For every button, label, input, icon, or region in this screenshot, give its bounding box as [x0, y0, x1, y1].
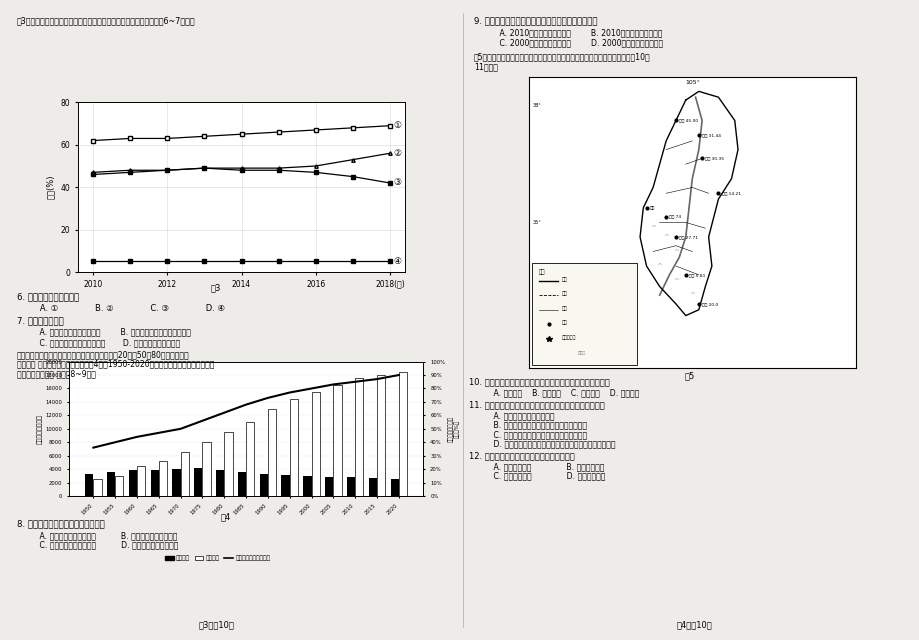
Text: 图3为浙江省三次产业产値比重与城镇人口比重变化统计图。据此完戀6~7小题。: 图3为浙江省三次产业产値比重与城镇人口比重变化统计图。据此完戀6~7小题。 — [17, 16, 195, 25]
Text: 河流: 河流 — [561, 276, 567, 282]
Bar — [355, 378, 363, 496]
Text: ④: ④ — [393, 257, 402, 266]
Text: 县界: 县界 — [561, 306, 567, 311]
Text: 图4: 图4 — [220, 512, 231, 521]
Text: A. 第二产业的产値不断下降        B. 城镇化率与第二产业变化同步: A. 第二产业的产値不断下降 B. 城镇化率与第二产业变化同步 — [32, 328, 191, 337]
Y-axis label: 比重(%): 比重(%) — [46, 175, 55, 200]
Y-axis label: 人口数量（万人）: 人口数量（万人） — [37, 414, 42, 444]
Text: 35°: 35° — [532, 220, 540, 225]
Bar — [289, 399, 298, 496]
Text: 7. 图示期间浙江省: 7. 图示期间浙江省 — [17, 316, 63, 325]
Bar — [107, 472, 115, 496]
FancyBboxPatch shape — [532, 263, 636, 365]
Text: ^: ^ — [650, 225, 655, 231]
Text: 内蒙古: 内蒙古 — [577, 351, 584, 355]
Text: 隆德 20.0: 隆德 20.0 — [701, 302, 718, 306]
Text: C. 增加外援交通              D. 加大矿产开采: C. 增加外援交通 D. 加大矿产开采 — [485, 472, 605, 481]
Text: C. 2000年城市就业机会减少        D. 2000年城市居住环境改善: C. 2000年城市就业机会减少 D. 2000年城市居住环境改善 — [492, 38, 663, 47]
Text: 省界: 省界 — [561, 291, 567, 296]
Bar — [267, 408, 276, 496]
Bar — [237, 472, 246, 496]
Bar — [129, 470, 137, 496]
Text: A. 2010年农村基础设施完善        B. 2010年农村生态环境改善: A. 2010年农村基础设施完善 B. 2010年农村生态环境改善 — [492, 28, 662, 37]
Bar — [246, 422, 255, 496]
Text: A. 矿产资源    B. 淡水资源    C. 地形地势    D. 科技水平: A. 矿产资源 B. 淡水资源 C. 地形地势 D. 科技水平 — [485, 388, 639, 397]
Text: A. 放宽生育政策，鼓励生育: A. 放宽生育政策，鼓励生育 — [485, 411, 553, 420]
Bar — [137, 466, 145, 496]
Text: 图3: 图3 — [210, 284, 221, 292]
Text: 现了由农 业社会向城市化的转型。图4示意1950-2020年巴西乡村和城市人口数量以及: 现了由农 业社会向城市化的转型。图4示意1950-2020年巴西乡村和城市人口数… — [17, 360, 214, 369]
Text: ^: ^ — [673, 248, 678, 255]
Bar — [115, 476, 123, 496]
Text: D. 提高水资源利用率，同时向宁夏北部地区迁出部分人口: D. 提高水资源利用率，同时向宁夏北部地区迁出部分人口 — [485, 440, 615, 449]
Text: 银川 31.44: 银川 31.44 — [701, 133, 720, 137]
Text: A. 人口增速乡村高于城市          B. 人口增速城市高于乡村: A. 人口增速乡村高于城市 B. 人口增速城市高于乡村 — [32, 531, 177, 540]
Text: 11小题。: 11小题。 — [473, 62, 497, 71]
Bar — [281, 475, 289, 496]
Bar — [202, 442, 210, 496]
Text: 11. 宁夏南部地区今后一段时间关于人口发展的正确做法是: 11. 宁夏南部地区今后一段时间关于人口发展的正确做法是 — [469, 400, 605, 409]
Bar — [377, 375, 385, 496]
Text: 固原 5.81: 固原 5.81 — [688, 273, 705, 277]
Text: 城市: 城市 — [561, 321, 567, 325]
Text: A. 扩大耕地面积              B. 增加牲畜数量: A. 扩大耕地面积 B. 增加牲畜数量 — [485, 462, 604, 471]
Text: 9. 巴西城市化速度发生明显变化的年份及原因可能是: 9. 巴西城市化速度发生明显变化的年份及原因可能是 — [473, 16, 596, 25]
Legend: 乡村人口, 城市人口, 城市人口占总人口比重: 乡村人口, 城市人口, 城市人口占总人口比重 — [163, 553, 273, 563]
Text: ^: ^ — [673, 278, 678, 284]
Text: 12. 下列措施可以扩大该地环境人口容量的是: 12. 下列措施可以扩大该地环境人口容量的是 — [469, 451, 574, 460]
Bar — [194, 468, 202, 496]
Text: 巴西是发展中国家中较早实现城市化的国家之一。20世纪50至80年代，巴西实: 巴西是发展中国家中较早实现城市化的国家之一。20世纪50至80年代，巴西实 — [17, 350, 189, 359]
Text: 贺兰 45.00: 贺兰 45.00 — [678, 118, 698, 122]
Bar — [303, 476, 312, 496]
Bar — [180, 452, 188, 496]
Text: 灵武 14.21: 灵武 14.21 — [720, 191, 740, 195]
Text: 第3页共10页: 第3页共10页 — [199, 621, 233, 630]
Text: C. 农村人口数量不断减少          D. 城市人口先减少后增加: C. 农村人口数量不断减少 D. 城市人口先减少后增加 — [32, 541, 178, 550]
Bar — [85, 474, 94, 496]
Text: ^: ^ — [663, 234, 668, 240]
Bar — [224, 432, 233, 496]
Text: 图5: 图5 — [684, 371, 695, 380]
Text: C. 墅荒拍耕，向宁夏东部地区迁出部分人口: C. 墅荒拍耕，向宁夏东部地区迁出部分人口 — [485, 430, 586, 439]
Text: 海原 27.71: 海原 27.71 — [678, 235, 698, 239]
Bar — [172, 469, 180, 496]
Bar — [333, 385, 341, 496]
Text: 105°: 105° — [684, 80, 699, 84]
Text: 永宁 30.35: 永宁 30.35 — [705, 156, 723, 161]
Text: A. ①              B. ②              C. ③              D. ④: A. ① B. ② C. ③ D. ④ — [32, 304, 225, 313]
Bar — [159, 461, 167, 496]
Text: ②: ② — [393, 148, 402, 158]
Bar — [259, 474, 267, 496]
Bar — [390, 479, 398, 496]
Text: 中宁 74: 中宁 74 — [669, 214, 681, 219]
Text: 第4页共10页: 第4页共10页 — [676, 621, 711, 630]
Text: ①: ① — [393, 121, 402, 130]
Text: B. 增加人口密度，接纳宁夏北部地区的移民: B. 增加人口密度，接纳宁夏北部地区的移民 — [485, 420, 586, 429]
Text: 图5示意某个时期宁夏部分县级行政区环境人口容量（单位：万人），据此完成10～: 图5示意某个时期宁夏部分县级行政区环境人口容量（单位：万人），据此完成10～ — [473, 52, 650, 61]
Text: 图例: 图例 — [539, 269, 545, 275]
Bar — [94, 479, 102, 496]
Text: 中卫: 中卫 — [649, 206, 654, 210]
Bar — [324, 477, 333, 496]
Text: 城市人口比重。据 此完戀8~9题。: 城市人口比重。据 此完戀8~9题。 — [17, 369, 96, 378]
Bar — [312, 392, 320, 496]
Bar — [151, 470, 159, 496]
Text: 8. 巴西由农业社会向城市化转型时期: 8. 巴西由农业社会向城市化转型时期 — [17, 520, 104, 529]
Text: ^: ^ — [688, 292, 695, 298]
Text: 10. 影响图中宁夏各县级行政区环境人口容量的最主要因素是: 10. 影响图中宁夏各县级行政区环境人口容量的最主要因素是 — [469, 378, 609, 387]
Bar — [369, 478, 377, 496]
Bar — [216, 470, 224, 496]
Text: 自治区首府: 自治区首府 — [561, 335, 575, 340]
Text: ③: ③ — [393, 179, 402, 188]
Text: C. 第三产业增速超过第二产业       D. 城镇人口比重显著下降: C. 第三产业增速超过第二产业 D. 城镇人口比重显著下降 — [32, 338, 180, 347]
Text: ^: ^ — [656, 263, 662, 269]
Y-axis label: 城市人口占总人口
比重（%）: 城市人口占总人口 比重（%） — [448, 416, 460, 442]
Bar — [398, 372, 407, 496]
Text: 6. 表示城镇人口比重的是: 6. 表示城镇人口比重的是 — [17, 292, 79, 301]
Text: 38°: 38° — [532, 104, 540, 108]
Bar — [346, 477, 355, 496]
